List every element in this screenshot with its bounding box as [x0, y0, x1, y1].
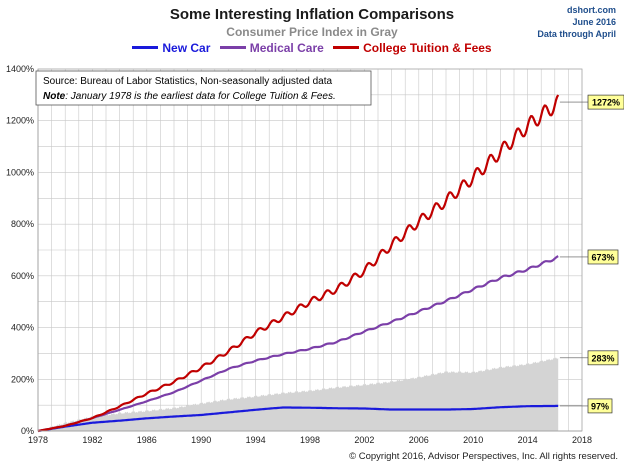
- axis-layer: 0% 200% 400% 600% 800% 1000% 1200% 1400% 1978 198…: [6, 64, 592, 445]
- plot-frame: [37, 68, 583, 432]
- legend: New Car Medical Care College Tuition & F…: [0, 41, 624, 55]
- series-layer: [37, 94, 560, 433]
- end-label-text: 1272%: [592, 98, 620, 108]
- legend-label-new-car: New Car: [162, 41, 211, 55]
- legend-item-medical-care: Medical Care: [219, 41, 324, 55]
- note-line-1: Source: Bureau of Labor Statistics, Non-…: [43, 76, 332, 87]
- legend-swatch-college: [333, 46, 360, 50]
- source-site: dshort.com: [566, 5, 616, 15]
- end-label-box: [587, 350, 619, 366]
- chart-subtitle: Consumer Price Index in Gray: [226, 25, 398, 39]
- x-tick-label: 2018: [572, 435, 592, 445]
- legend-item-new-car: New Car: [132, 41, 210, 55]
- end-label-layer: 1272% 673% 283% 97%: [559, 94, 624, 414]
- x-tick-label: 2006: [409, 435, 429, 445]
- x-tick-label: 2002: [354, 435, 374, 445]
- end-label-college-tuition: 1272%: [559, 94, 624, 110]
- legend-swatch-medical-care: [219, 46, 246, 50]
- series-line-new-car: [37, 404, 559, 433]
- y-tick-label: 1400%: [6, 64, 34, 74]
- note-line-2: Note: January 1978 is the earliest data …: [43, 91, 336, 102]
- series-line-college-tuition: [37, 94, 560, 433]
- y-tick-label: 1200%: [6, 116, 34, 126]
- date-line: June 2016: [572, 17, 616, 27]
- end-label-text: 97%: [591, 401, 609, 411]
- x-tick-label: 1990: [191, 435, 211, 445]
- note-line-2-bold: Note: [43, 91, 66, 102]
- x-tick-label: 1986: [137, 435, 157, 445]
- data-note: Data through April: [537, 29, 616, 39]
- legend-label-medical-care: Medical Care: [249, 41, 324, 55]
- series-area-cpi: [38, 357, 559, 431]
- legend-label-college: College Tuition & Fees: [363, 41, 492, 55]
- y-tick-label: 200%: [11, 374, 34, 384]
- cpi-layer: [38, 357, 559, 431]
- y-tick-label: 600%: [11, 271, 34, 281]
- source-block: dshort.com June 2016 Data through April: [537, 4, 616, 40]
- note-box: Source: Bureau of Labor Statistics, Non-…: [35, 70, 372, 106]
- y-tick-label: 1000%: [6, 167, 34, 177]
- x-tick-label: 1994: [246, 435, 266, 445]
- copyright: © Copyright 2016, Advisor Perspectives, …: [349, 451, 618, 462]
- x-tick-label: 1982: [82, 435, 102, 445]
- end-label-box: [587, 398, 613, 414]
- x-tick-label: 1998: [300, 435, 320, 445]
- chart-title: Some Interesting Inflation Comparisons: [169, 6, 455, 23]
- end-label-new-car: 97%: [559, 398, 613, 414]
- end-label-box: [587, 249, 619, 265]
- series-line-medical-care: [37, 255, 559, 433]
- legend-item-college: College Tuition & Fees: [333, 41, 492, 55]
- end-label-medical-care: 673%: [559, 249, 619, 265]
- y-tick-label: 400%: [11, 323, 34, 333]
- legend-swatch-new-car: [132, 46, 159, 50]
- end-label-text: 283%: [591, 353, 614, 363]
- y-tick-label: 0%: [21, 426, 34, 436]
- x-tick-label: 2010: [463, 435, 483, 445]
- note-line-2-rest: : January 1978 is the earliest data for …: [65, 91, 336, 102]
- end-label-text: 673%: [591, 252, 614, 262]
- end-label-cpi: 283%: [559, 350, 619, 366]
- end-label-box: [587, 94, 624, 110]
- x-tick-label: 1978: [28, 435, 48, 445]
- x-tick-label: 2014: [518, 435, 538, 445]
- note-box-frame: [35, 70, 372, 106]
- y-tick-label: 800%: [11, 219, 34, 229]
